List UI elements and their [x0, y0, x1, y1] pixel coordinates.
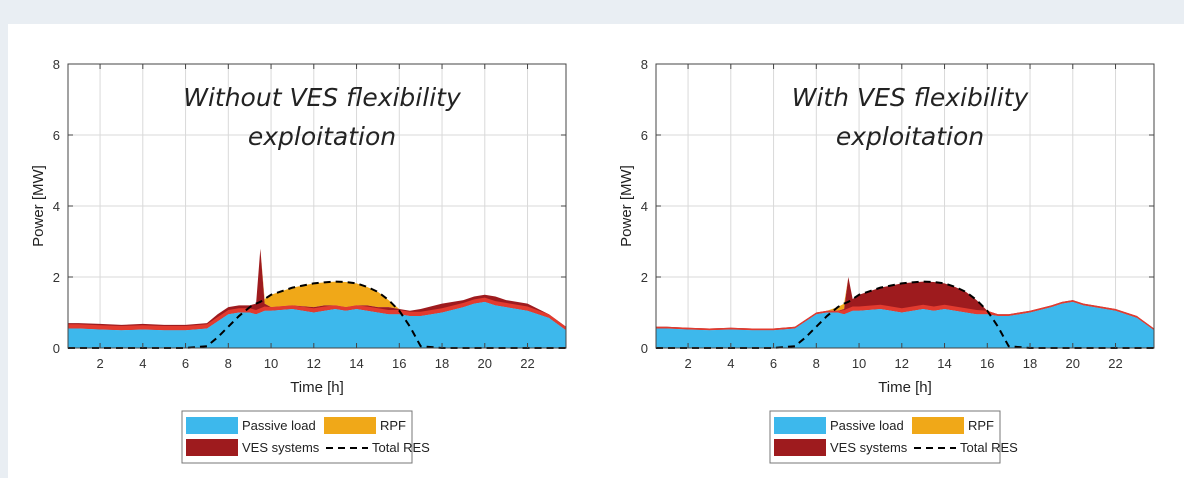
y-tick-label: 6 [641, 128, 648, 143]
legend-swatch-passive [774, 417, 826, 434]
chart-panel-with-flexibility: 2 4 6 8 10 12 14 16 18 20 22 0 2 4 6 8 Time [h] Power [MW… [596, 24, 1184, 478]
y-tick-label: 0 [641, 341, 648, 356]
x-tick-label: 10 [264, 356, 278, 371]
legend-label-rpf: RPF [380, 418, 406, 433]
legend-label-res: Total RES [960, 440, 1018, 455]
y-axis-label: Power [MW] [30, 165, 47, 247]
total-res-line [656, 280, 1154, 349]
x-tick-label: 14 [349, 356, 363, 371]
y-tick-label: 0 [53, 341, 60, 356]
x-tick-label: 22 [520, 356, 534, 371]
chart-svg: 2 4 6 8 10 12 14 16 18 20 22 0 2 4 6 8 Time [h] Power [MW… [618, 57, 1155, 464]
legend-label-passive: Passive load [830, 418, 904, 433]
rpf-area [68, 248, 566, 327]
y-tick-label: 2 [641, 270, 648, 285]
y-tick-label: 8 [53, 57, 60, 72]
x-tick-label: 18 [1023, 356, 1037, 371]
x-tick-label: 4 [139, 356, 146, 371]
x-axis-label: Time [h] [290, 379, 344, 396]
ves-area-edge [68, 297, 566, 331]
legend-label-rpf: RPF [968, 418, 994, 433]
x-tick-label: 6 [182, 356, 189, 371]
ves-area [656, 277, 1154, 331]
chart-annotation-line: exploitation [836, 122, 984, 151]
x-tick-label: 12 [307, 356, 321, 371]
y-axis-label: Power [MW] [618, 165, 635, 247]
legend-swatch-ves [774, 439, 826, 456]
passive-load-area [656, 301, 1154, 348]
legend-swatch-rpf [912, 417, 964, 434]
y-tick-label: 2 [53, 270, 60, 285]
legend-label-ves: VES systems [830, 440, 908, 455]
chart-svg: 2 4 6 8 10 12 14 16 18 20 22 0 2 4 6 8 Time [h] Power [MW… [30, 57, 567, 464]
x-tick-label: 10 [852, 356, 866, 371]
x-tick-label: 16 [392, 356, 406, 371]
chart-annotation-line: With VES flexibility [792, 83, 1030, 112]
x-tick-label: 4 [727, 356, 734, 371]
legend-swatch-ves [186, 439, 238, 456]
passive-load-area [68, 301, 566, 348]
x-tick-label: 22 [1108, 356, 1122, 371]
total-res-line [68, 280, 566, 349]
x-tick-label: 20 [1066, 356, 1080, 371]
chart-annotation-line: Without VES flexibility [183, 83, 462, 112]
legend: Passive load RPF VES systems Total RES [181, 410, 430, 464]
x-tick-label: 6 [770, 356, 777, 371]
x-tick-label: 2 [96, 356, 103, 371]
figure-frame: 2 4 6 8 10 12 14 16 18 20 22 0 2 4 6 8 Time [h] Power [MW… [8, 24, 1184, 478]
legend-swatch-rpf [324, 417, 376, 434]
x-tick-label: 8 [813, 356, 820, 371]
legend-label-ves: VES systems [242, 440, 320, 455]
y-tick-label: 4 [641, 199, 648, 214]
y-tick-label: 4 [53, 199, 60, 214]
legend-label-passive: Passive load [242, 418, 316, 433]
legend-swatch-passive [186, 417, 238, 434]
chart-panel-without-flexibility: 2 4 6 8 10 12 14 16 18 20 22 0 2 4 6 8 Time [h] Power [MW… [8, 24, 596, 478]
x-tick-label: 16 [980, 356, 994, 371]
x-tick-label: 18 [435, 356, 449, 371]
legend: Passive load RPF VES systems Total RES [769, 410, 1018, 464]
x-axis-label: Time [h] [878, 379, 932, 396]
legend-label-res: Total RES [372, 440, 430, 455]
y-tick-label: 6 [53, 128, 60, 143]
y-tick-label: 8 [641, 57, 648, 72]
x-tick-label: 12 [895, 356, 909, 371]
chart-annotation-line: exploitation [248, 122, 396, 151]
x-tick-label: 8 [225, 356, 232, 371]
x-tick-label: 2 [684, 356, 691, 371]
x-tick-label: 14 [937, 356, 951, 371]
x-tick-label: 20 [478, 356, 492, 371]
